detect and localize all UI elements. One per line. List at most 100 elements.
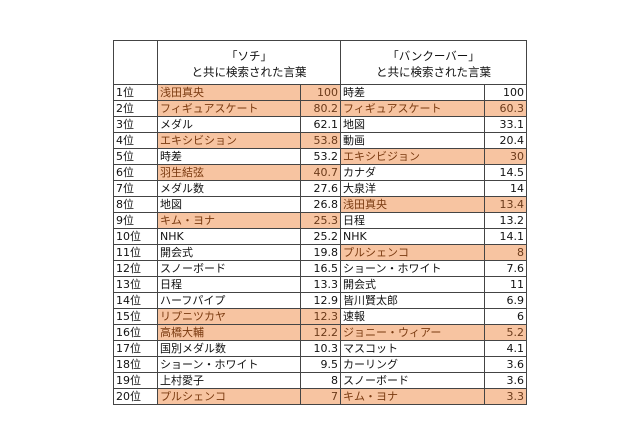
table-row: 16位 高橋大輔 12.2 ジョニー・ウィアー 5.2 [113, 324, 527, 341]
header-row: 「ソチ」 と共に検索された言葉 「バンクーバー」 と共に検索された言葉 [113, 40, 527, 85]
vancouver-value-cell: 60.3 [484, 100, 527, 117]
sochi-value-cell: 62.1 [300, 116, 341, 133]
vancouver-term-cell: キム・ヨナ [340, 388, 485, 405]
rank-cell: 11位 [113, 244, 158, 261]
sochi-term-cell: 時差 [157, 148, 301, 165]
sochi-value-cell: 7 [300, 388, 341, 405]
vancouver-value-cell: 14.1 [484, 228, 527, 245]
table-row: 7位 メダル数 27.6 大泉洋 14 [113, 180, 527, 197]
table-row: 14位 ハーフパイプ 12.9 皆川賢太郎 6.9 [113, 292, 527, 309]
rank-cell: 20位 [113, 388, 158, 405]
vancouver-term-cell: 動画 [340, 132, 485, 149]
vancouver-term-cell: 開会式 [340, 276, 485, 293]
vancouver-value-cell: 8 [484, 244, 527, 261]
vancouver-value-cell: 3.3 [484, 388, 527, 405]
vancouver-value-cell: 13.2 [484, 212, 527, 229]
vancouver-value-cell: 30 [484, 148, 527, 165]
sochi-term-cell: スノーボード [157, 260, 301, 277]
sochi-term-cell: 国別メダル数 [157, 340, 301, 357]
search-ranking-table: 「ソチ」 と共に検索された言葉 「バンクーバー」 と共に検索された言葉 1位 浅田… [113, 40, 527, 405]
rank-cell: 8位 [113, 196, 158, 213]
sochi-value-cell: 25.2 [300, 228, 341, 245]
rank-cell: 3位 [113, 116, 158, 133]
table-row: 3位 メダル 62.1 地図 33.1 [113, 116, 527, 133]
vancouver-value-cell: 3.6 [484, 372, 527, 389]
vancouver-term-cell: ジョニー・ウィアー [340, 324, 485, 341]
table-row: 19位 上村愛子 8 スノーボード 3.6 [113, 372, 527, 389]
rank-cell: 7位 [113, 180, 158, 197]
sochi-value-cell: 27.6 [300, 180, 341, 197]
vancouver-term-cell: 日程 [340, 212, 485, 229]
rank-cell: 14位 [113, 292, 158, 309]
rank-cell: 12位 [113, 260, 158, 277]
table-row: 10位 NHK 25.2 NHK 14.1 [113, 228, 527, 245]
vancouver-term-cell: フィギュアスケート [340, 100, 485, 117]
sochi-term-cell: 浅田真央 [157, 84, 301, 101]
vancouver-term-cell: カーリング [340, 356, 485, 373]
sochi-header-line1: 「ソチ」 [226, 48, 272, 63]
sochi-term-cell: メダル [157, 116, 301, 133]
sochi-value-cell: 12.3 [300, 308, 341, 325]
rank-cell: 5位 [113, 148, 158, 165]
rank-cell: 9位 [113, 212, 158, 229]
vancouver-term-cell: 地図 [340, 116, 485, 133]
rank-cell: 19位 [113, 372, 158, 389]
table-row: 13位 日程 13.3 開会式 11 [113, 276, 527, 293]
vancouver-term-cell: マスコット [340, 340, 485, 357]
sochi-value-cell: 53.2 [300, 148, 341, 165]
sochi-value-cell: 100 [300, 84, 341, 101]
table-row: 9位 キム・ヨナ 25.3 日程 13.2 [113, 212, 527, 229]
sochi-term-cell: ハーフパイプ [157, 292, 301, 309]
rank-cell: 4位 [113, 132, 158, 149]
table-row: 5位 時差 53.2 エキシビジョン 30 [113, 148, 527, 165]
sochi-value-cell: 26.8 [300, 196, 341, 213]
vancouver-term-cell: プルシェンコ [340, 244, 485, 261]
sochi-value-cell: 13.3 [300, 276, 341, 293]
vancouver-term-cell: 時差 [340, 84, 485, 101]
vancouver-value-cell: 4.1 [484, 340, 527, 357]
vancouver-value-cell: 3.6 [484, 356, 527, 373]
rank-cell: 10位 [113, 228, 158, 245]
sochi-term-cell: 日程 [157, 276, 301, 293]
sochi-term-cell: 開会式 [157, 244, 301, 261]
sochi-term-cell: メダル数 [157, 180, 301, 197]
rank-cell: 17位 [113, 340, 158, 357]
rank-cell: 15位 [113, 308, 158, 325]
sochi-value-cell: 40.7 [300, 164, 341, 181]
sochi-term-cell: 上村愛子 [157, 372, 301, 389]
table-row: 18位 ショーン・ホワイト 9.5 カーリング 3.6 [113, 356, 527, 373]
sochi-value-cell: 9.5 [300, 356, 341, 373]
vancouver-header-line2: と共に検索された言葉 [376, 64, 491, 79]
sochi-value-cell: 53.8 [300, 132, 341, 149]
sochi-term-cell: プルシェンコ [157, 388, 301, 405]
table-row: 8位 地図 26.8 浅田真央 13.4 [113, 196, 527, 213]
rank-header [113, 40, 158, 85]
sochi-value-cell: 12.2 [300, 324, 341, 341]
vancouver-term-cell: 皆川賢太郎 [340, 292, 485, 309]
rank-cell: 1位 [113, 84, 158, 101]
table-row: 12位 スノーボード 16.5 ショーン・ホワイト 7.6 [113, 260, 527, 277]
sochi-value-cell: 10.3 [300, 340, 341, 357]
sochi-header: 「ソチ」 と共に検索された言葉 [157, 40, 341, 85]
vancouver-value-cell: 14.5 [484, 164, 527, 181]
sochi-value-cell: 19.8 [300, 244, 341, 261]
table-row: 4位 エキシビション 53.8 動画 20.4 [113, 132, 527, 149]
vancouver-term-cell: 大泉洋 [340, 180, 485, 197]
sochi-term-cell: フィギュアスケート [157, 100, 301, 117]
sochi-term-cell: 高橋大輔 [157, 324, 301, 341]
sochi-term-cell: 地図 [157, 196, 301, 213]
vancouver-value-cell: 33.1 [484, 116, 527, 133]
vancouver-header: 「バンクーバー」 と共に検索された言葉 [340, 40, 527, 85]
sochi-value-cell: 16.5 [300, 260, 341, 277]
vancouver-value-cell: 7.6 [484, 260, 527, 277]
table-row: 15位 リプニツカヤ 12.3 速報 6 [113, 308, 527, 325]
sochi-term-cell: キム・ヨナ [157, 212, 301, 229]
rank-cell: 2位 [113, 100, 158, 117]
rank-cell: 18位 [113, 356, 158, 373]
vancouver-value-cell: 20.4 [484, 132, 527, 149]
vancouver-value-cell: 14 [484, 180, 527, 197]
rank-cell: 16位 [113, 324, 158, 341]
sochi-term-cell: 羽生結弦 [157, 164, 301, 181]
sochi-value-cell: 25.3 [300, 212, 341, 229]
table-row: 1位 浅田真央 100 時差 100 [113, 84, 527, 101]
